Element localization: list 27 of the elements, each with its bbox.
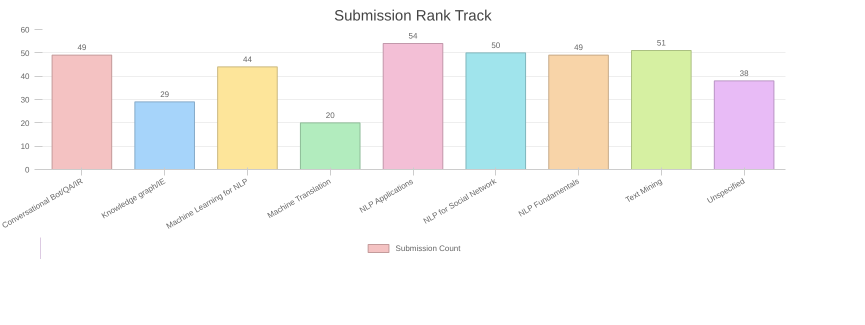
data-label: 49: [77, 43, 87, 52]
legend-label: Submission Count: [396, 244, 460, 252]
y-tick-label: 20: [20, 118, 30, 128]
bar: [382, 43, 444, 170]
y-tick-label: 30: [20, 96, 30, 104]
data-label: 49: [574, 43, 584, 52]
bar: [714, 80, 774, 170]
bar: [217, 66, 278, 170]
bar: [548, 54, 609, 170]
data-label: 51: [656, 38, 666, 48]
chart-title: Submission Rank Track: [334, 8, 492, 24]
data-label: 54: [408, 32, 418, 40]
data-label: 44: [242, 54, 252, 64]
y-tick-label: 0: [25, 166, 30, 174]
bar: [52, 54, 112, 170]
y-tick-label: 10: [20, 142, 30, 152]
y-tick-label: 40: [20, 72, 30, 82]
data-label: 29: [160, 90, 170, 99]
data-label: 20: [326, 110, 336, 120]
bar: [631, 50, 692, 170]
y-tick-label: 50: [20, 48, 30, 58]
data-label: 50: [491, 40, 501, 50]
bar: [300, 122, 361, 170]
data-label: 38: [740, 68, 750, 78]
bar: [465, 52, 526, 170]
y-tick-label: 60: [20, 26, 30, 34]
bar: [134, 101, 195, 170]
